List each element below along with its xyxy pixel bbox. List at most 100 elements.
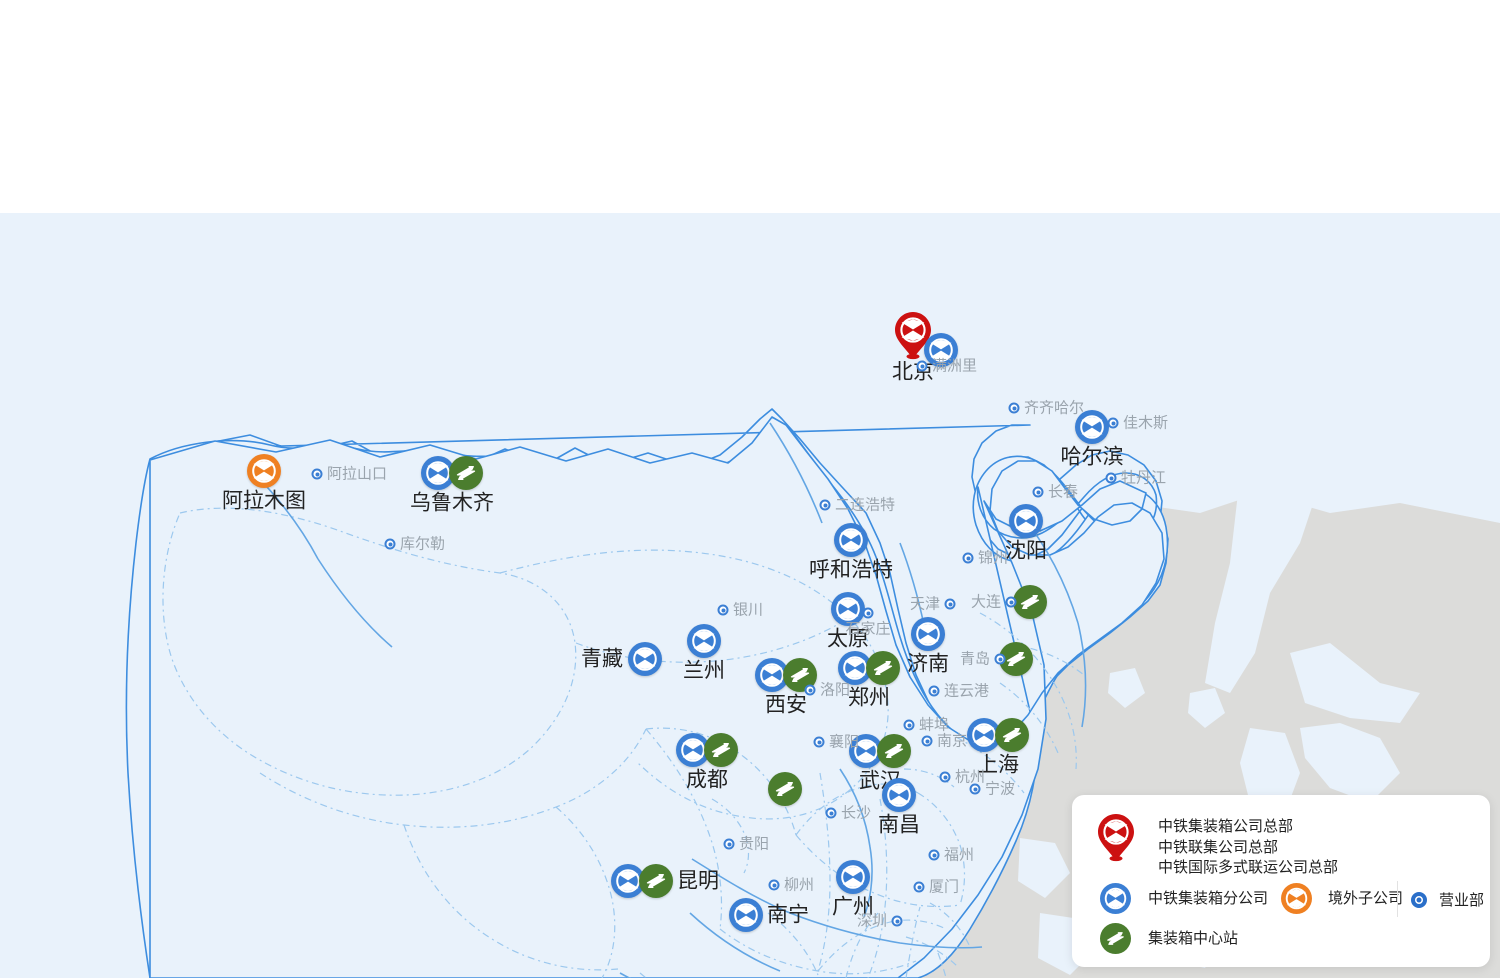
branch-office-dot-icon[interactable] xyxy=(804,684,816,696)
branch-office-dot-icon[interactable] xyxy=(891,915,903,927)
branch-office-dot-icon[interactable] xyxy=(768,879,780,891)
marker-station-乌鲁木齐站[interactable] xyxy=(449,456,483,490)
marker-branch-南宁[interactable] xyxy=(729,898,763,932)
branch-company-icon[interactable] xyxy=(831,592,865,626)
branch-office-dot-icon[interactable] xyxy=(928,849,940,861)
branch-company-icon[interactable] xyxy=(967,718,1001,752)
marker-office-二连浩特[interactable] xyxy=(819,499,831,511)
branch-office-dot-icon[interactable] xyxy=(916,360,928,372)
container-station-icon[interactable] xyxy=(877,734,911,768)
marker-overseas-阿拉木图[interactable] xyxy=(247,454,281,488)
branch-company-icon[interactable] xyxy=(421,456,455,490)
branch-company-icon[interactable] xyxy=(836,860,870,894)
hq-pin-icon[interactable] xyxy=(893,311,933,361)
container-station-icon[interactable] xyxy=(639,864,673,898)
marker-branch-乌鲁木齐[interactable] xyxy=(421,456,455,490)
marker-office-天津[interactable] xyxy=(944,598,956,610)
branch-company-icon[interactable] xyxy=(834,523,868,557)
branch-office-dot-icon[interactable] xyxy=(969,783,981,795)
marker-station-昆明站[interactable] xyxy=(639,864,673,898)
marker-station-大连站[interactable] xyxy=(1013,585,1047,619)
branch-office-dot-icon[interactable] xyxy=(813,736,825,748)
branch-company-icon[interactable] xyxy=(1075,410,1109,444)
branch-office-dot-icon[interactable] xyxy=(903,719,915,731)
marker-office-青岛[interactable] xyxy=(994,653,1006,665)
branch-office-dot-icon[interactable] xyxy=(1008,402,1020,414)
marker-office-贵阳[interactable] xyxy=(723,838,735,850)
marker-branch-广州[interactable] xyxy=(836,860,870,894)
branch-office-dot-icon[interactable] xyxy=(819,499,831,511)
branch-company-icon[interactable] xyxy=(687,624,721,658)
marker-office-牡丹江[interactable] xyxy=(1105,472,1117,484)
marker-station-成都站[interactable] xyxy=(704,733,738,767)
container-station-icon[interactable] xyxy=(768,772,802,806)
branch-company-icon[interactable] xyxy=(729,898,763,932)
marker-office-福州[interactable] xyxy=(928,849,940,861)
container-station-icon[interactable] xyxy=(1013,585,1047,619)
marker-office-银川[interactable] xyxy=(717,604,729,616)
branch-office-dot-icon[interactable] xyxy=(1005,596,1017,608)
branch-company-icon[interactable] xyxy=(1009,504,1043,538)
marker-branch-上海[interactable] xyxy=(967,718,1001,752)
branch-office-dot-icon[interactable] xyxy=(939,771,951,783)
marker-office-宁波[interactable] xyxy=(969,783,981,795)
marker-office-齐齐哈尔[interactable] xyxy=(1008,402,1020,414)
marker-office-佳木斯[interactable] xyxy=(1107,417,1119,429)
marker-hq-北京[interactable] xyxy=(893,311,933,361)
branch-company-icon[interactable] xyxy=(755,658,789,692)
branch-company-icon[interactable] xyxy=(924,333,958,367)
container-station-icon[interactable] xyxy=(449,456,483,490)
branch-office-dot-icon[interactable] xyxy=(825,807,837,819)
marker-branch-呼和浩特[interactable] xyxy=(834,523,868,557)
marker-office-长春[interactable] xyxy=(1032,486,1044,498)
branch-office-dot-icon[interactable] xyxy=(384,538,396,550)
marker-branch-南昌[interactable] xyxy=(882,778,916,812)
branch-office-dot-icon[interactable] xyxy=(1032,486,1044,498)
marker-branch-青藏[interactable] xyxy=(628,642,662,676)
branch-company-icon[interactable] xyxy=(628,642,662,676)
marker-office-库尔勒[interactable] xyxy=(384,538,396,550)
branch-office-dot-icon[interactable] xyxy=(723,838,735,850)
marker-station-上海站[interactable] xyxy=(995,718,1029,752)
branch-office-dot-icon[interactable] xyxy=(862,607,874,619)
branch-office-dot-icon[interactable] xyxy=(962,552,974,564)
container-station-icon[interactable] xyxy=(866,651,900,685)
container-station-icon[interactable] xyxy=(995,718,1029,752)
marker-office-南京[interactable] xyxy=(921,735,933,747)
marker-office-锦州[interactable] xyxy=(962,552,974,564)
marker-office-阿拉山口[interactable] xyxy=(311,468,323,480)
marker-branch-沈阳[interactable] xyxy=(1009,504,1043,538)
branch-company-icon[interactable] xyxy=(882,778,916,812)
branch-office-dot-icon[interactable] xyxy=(994,653,1006,665)
marker-branch-济南[interactable] xyxy=(911,617,945,651)
marker-office-满洲里[interactable] xyxy=(916,360,928,372)
branch-office-dot-icon[interactable] xyxy=(921,735,933,747)
marker-station-郑州站[interactable] xyxy=(866,651,900,685)
marker-branch-兰州[interactable] xyxy=(687,624,721,658)
marker-station-武汉站[interactable] xyxy=(877,734,911,768)
marker-office-深圳[interactable] xyxy=(891,915,903,927)
branch-office-dot-icon[interactable] xyxy=(1105,472,1117,484)
marker-office-连云港[interactable] xyxy=(928,685,940,697)
branch-office-dot-icon[interactable] xyxy=(1107,417,1119,429)
branch-office-dot-icon[interactable] xyxy=(928,685,940,697)
marker-office-杭州[interactable] xyxy=(939,771,951,783)
marker-station-重庆站[interactable] xyxy=(768,772,802,806)
marker-office-柳州[interactable] xyxy=(768,879,780,891)
marker-office-蚌埠[interactable] xyxy=(903,719,915,731)
branch-office-dot-icon[interactable] xyxy=(944,598,956,610)
marker-office-厦门[interactable] xyxy=(913,881,925,893)
marker-office-石家庄[interactable] xyxy=(862,607,874,619)
marker-branch-太原[interactable] xyxy=(831,592,865,626)
marker-branch-哈尔滨[interactable] xyxy=(1075,410,1109,444)
branch-office-dot-icon[interactable] xyxy=(717,604,729,616)
overseas-company-icon[interactable] xyxy=(247,454,281,488)
marker-office-长沙[interactable] xyxy=(825,807,837,819)
marker-branch-北京分[interactable] xyxy=(924,333,958,367)
branch-company-icon[interactable] xyxy=(911,617,945,651)
marker-office-襄阳[interactable] xyxy=(813,736,825,748)
marker-office-大连[interactable] xyxy=(1005,596,1017,608)
container-station-icon[interactable] xyxy=(704,733,738,767)
branch-office-dot-icon[interactable] xyxy=(311,468,323,480)
marker-office-洛阳[interactable] xyxy=(804,684,816,696)
